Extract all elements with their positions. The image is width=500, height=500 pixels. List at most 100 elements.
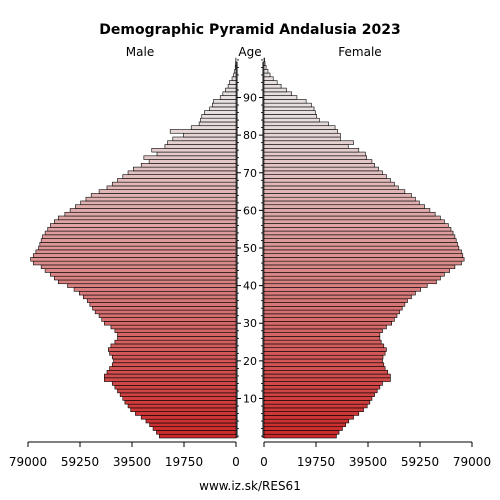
male-bar-age-87 <box>209 106 237 111</box>
female-bar-age-29 <box>263 324 387 330</box>
male-bar-age-61 <box>75 204 237 209</box>
male-bar-age-26 <box>117 336 237 341</box>
male-bar-age-80 <box>183 132 237 138</box>
male-bar-age-27 <box>117 332 237 337</box>
female-bar-age-2 <box>263 426 343 431</box>
female-bar-age-54 <box>263 230 454 236</box>
female-x-tick-label: 19750 <box>297 455 335 469</box>
female-bar-age-92 <box>263 87 287 93</box>
male-bar-age-88 <box>212 102 237 108</box>
female-bar-age-94 <box>263 80 278 85</box>
male-bar-age-56 <box>50 223 237 228</box>
male-bar-age-38 <box>79 290 237 296</box>
male-bar-age-4 <box>145 418 237 424</box>
female-bar-age-51 <box>263 242 458 247</box>
male-bar-age-33 <box>94 309 237 315</box>
female-bar-age-57 <box>263 219 445 224</box>
male-bar-age-22 <box>109 351 237 356</box>
female-bar-age-44 <box>263 268 450 273</box>
male-bar-age-70 <box>127 170 237 175</box>
male-bar-age-81 <box>169 129 237 134</box>
female-bar-age-84 <box>263 117 320 123</box>
male-bar-age-93 <box>227 84 237 89</box>
male-bar-age-34 <box>92 306 237 311</box>
female-bar-age-3 <box>263 422 346 428</box>
male-bar-age-63 <box>85 196 237 202</box>
male-bar-age-51 <box>39 242 237 247</box>
female-bar-age-81 <box>263 129 339 134</box>
male-bar-age-66 <box>106 185 237 190</box>
age-tick-label: 70 <box>243 167 257 180</box>
female-bar-age-23 <box>263 347 387 352</box>
female-bar-age-59 <box>263 211 436 217</box>
male-bar-age-73 <box>148 159 237 164</box>
female-bar-age-5 <box>263 415 354 420</box>
male-bar-age-75 <box>156 151 237 157</box>
female-bar-age-53 <box>263 234 456 239</box>
male-bar-age-92 <box>225 87 237 93</box>
male-bar-age-29 <box>110 324 237 330</box>
female-bar-age-30 <box>263 321 392 326</box>
male-bar-age-74 <box>143 155 237 160</box>
male-bar-age-86 <box>204 110 237 115</box>
male-bar-age-85 <box>201 114 237 119</box>
female-bar-age-88 <box>263 102 312 108</box>
female-bar-age-71 <box>263 166 379 172</box>
female-bar-age-55 <box>263 227 452 232</box>
female-bar-age-91 <box>263 91 292 96</box>
female-bar-age-28 <box>263 328 383 333</box>
female-bar-age-100 <box>263 57 265 63</box>
female-bar-age-47 <box>263 257 465 262</box>
female-bar-age-61 <box>263 204 425 209</box>
age-tick-label: 60 <box>243 204 257 217</box>
female-bar-age-76 <box>263 147 360 153</box>
male-bar-age-69 <box>122 174 237 179</box>
female-bar-age-6 <box>263 411 360 416</box>
male-bar-age-37 <box>82 294 237 300</box>
male-bar-age-48 <box>32 253 237 258</box>
female-bar-age-7 <box>263 407 364 412</box>
male-bar-age-24 <box>110 343 237 349</box>
female-bar-age-70 <box>263 170 383 175</box>
male-bar-age-54 <box>44 230 237 236</box>
female-bar-age-62 <box>263 200 420 206</box>
female-bar-age-45 <box>263 264 456 269</box>
female-bar-age-32 <box>263 313 398 318</box>
male-bars <box>30 57 237 439</box>
female-label: Female <box>338 45 381 59</box>
female-bar-age-20 <box>263 358 383 364</box>
female-bar-age-40 <box>263 283 428 288</box>
male-bar-age-21 <box>111 354 237 360</box>
male-bar-age-41 <box>57 279 237 285</box>
age-label: Age <box>238 45 261 59</box>
female-bar-age-82 <box>263 125 336 130</box>
female-bar-age-16 <box>263 373 391 379</box>
male-x-tick-label: 19750 <box>165 455 203 469</box>
female-bar-age-8 <box>263 403 368 409</box>
male-bar-age-18 <box>109 366 237 371</box>
male-bar-age-14 <box>111 381 237 386</box>
male-bar-age-20 <box>113 358 237 364</box>
male-bar-age-77 <box>164 144 237 149</box>
female-bar-age-99 <box>263 61 266 66</box>
male-bar-age-16 <box>104 373 237 379</box>
axes: 79000 59250 39500 19750 0 0 19750 39500 59250 790… <box>9 59 491 469</box>
male-bar-age-72 <box>140 163 237 168</box>
female-bar-age-24 <box>263 343 385 349</box>
female-x-tick-label: 59250 <box>401 455 439 469</box>
male-bar-age-68 <box>117 178 237 183</box>
age-tick-label: 20 <box>243 355 257 368</box>
female-bar-age-21 <box>263 354 384 360</box>
female-bar-age-72 <box>263 163 375 168</box>
male-bar-age-31 <box>101 317 237 322</box>
female-bar-age-68 <box>263 178 391 183</box>
male-bar-age-90 <box>219 95 237 100</box>
female-bar-age-22 <box>263 351 386 356</box>
female-bar-age-74 <box>263 155 367 160</box>
female-bar-age-0 <box>263 433 337 439</box>
male-bar-age-35 <box>89 302 237 307</box>
male-bar-age-67 <box>111 181 237 187</box>
female-bar-age-1 <box>263 430 340 435</box>
female-bar-age-25 <box>263 339 382 345</box>
male-x-tick-label: 0 <box>232 455 240 469</box>
